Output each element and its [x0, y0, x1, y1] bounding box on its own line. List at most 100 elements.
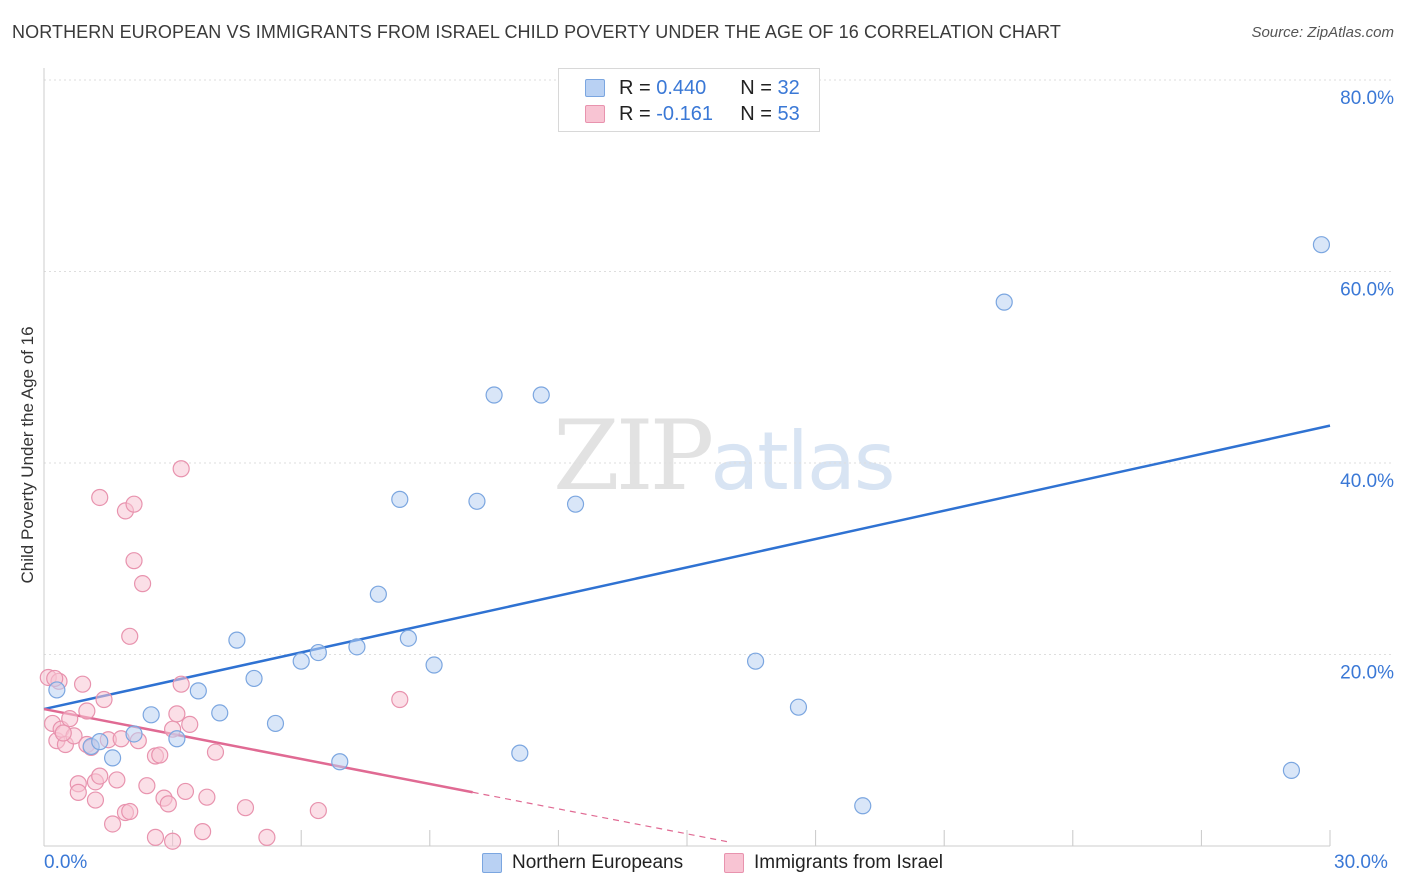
northern-europeans-point [566, 495, 585, 513]
legend-n-label: N = [740, 76, 778, 99]
legend-swatch-blue [585, 79, 605, 97]
immigrants-israel-point [146, 828, 165, 846]
immigrants-israel-point [86, 791, 105, 809]
bottom-legend-northern-europeans: Northern Europeans [482, 852, 683, 874]
immigrants-israel-point [61, 710, 79, 728]
legend-n-label: N = [740, 102, 778, 125]
immigrants-israel-point [69, 783, 87, 801]
trend-line-immigrants-israel-dashed [472, 791, 730, 843]
northern-europeans-point [854, 797, 872, 815]
immigrants-israel-point [198, 788, 216, 806]
bottom-legend-label: Northern Europeans [512, 852, 684, 873]
northern-europeans-point [189, 682, 207, 700]
northern-europeans-point [125, 725, 143, 743]
gridlines [44, 79, 1394, 655]
immigrants-israel-point [138, 777, 156, 795]
immigrants-israel-point [391, 690, 409, 709]
legend-r-value: -0.161 [656, 102, 713, 125]
legend-r-label: R = [619, 76, 657, 99]
northern-europeans-point [245, 669, 263, 688]
northern-europeans-point [511, 744, 529, 762]
northern-europeans-point [348, 638, 366, 656]
x-tick-label-min: 0.0% [44, 852, 88, 873]
immigrants-israel-point [236, 799, 255, 817]
immigrants-israel-point [159, 795, 177, 813]
y-axis-label: Child Poverty Under the Age of 16 [18, 326, 37, 584]
y-tick-label: 20.0% [1340, 663, 1394, 684]
legend-n-value: 53 [777, 102, 800, 125]
northern-europeans-point [168, 730, 186, 748]
axes [43, 68, 1331, 847]
northern-europeans-point [468, 492, 486, 510]
northern-europeans-point [746, 652, 765, 670]
watermark: ZIPatlas [553, 400, 896, 512]
immigrants-israel-point [309, 801, 327, 820]
chart-title: NORTHERN EUROPEAN VS IMMIGRANTS FROM ISR… [12, 22, 1062, 42]
immigrants-israel-point [125, 495, 143, 513]
immigrants-israel-point [73, 675, 92, 693]
northern-europeans-point [399, 629, 417, 647]
bottom-legend-swatch-blue [482, 853, 502, 873]
y-tick-label: 80.0% [1340, 88, 1394, 109]
immigrants-israel-point [151, 746, 169, 764]
immigrants-israel-point [164, 832, 182, 850]
northern-europeans-point [1312, 236, 1331, 254]
northern-europeans-point [485, 386, 503, 404]
immigrants-israel-point [103, 815, 122, 833]
bottom-legend-swatch-pink [724, 853, 744, 873]
northern-europeans-point [48, 681, 66, 699]
northern-europeans-point [1282, 761, 1301, 779]
immigrants-israel-point [91, 488, 109, 507]
trend-lines [43, 424, 1331, 843]
immigrants-israel-point [108, 771, 126, 789]
legend-r-value: 0.440 [656, 76, 707, 99]
source-credit: Source: ZipAtlas.com [1251, 24, 1394, 41]
immigrants-israel-point [258, 828, 276, 846]
trend-line-immigrants-israel [43, 707, 473, 794]
trend-line-northern-europeans [43, 424, 1331, 711]
legend-n-value: 32 [777, 76, 800, 99]
bottom-legend-label: Immigrants from Israel [754, 852, 943, 873]
immigrants-israel-point [91, 767, 109, 785]
watermark-zip: ZIP [553, 400, 714, 512]
y-tick-labels: 20.0% 40.0% 60.0% 80.0% [1340, 88, 1394, 684]
northern-europeans-point [211, 704, 229, 722]
immigrants-israel-point [95, 690, 113, 709]
immigrants-israel-point [54, 724, 72, 742]
northern-europeans-point [266, 714, 285, 733]
legend-row-northern-europeans: R = 0.440 N = 32 [585, 77, 800, 99]
immigrants-israel-point [121, 627, 139, 645]
northern-europeans-point [142, 706, 160, 724]
immigrants-israel-point [125, 552, 143, 570]
northern-europeans-point [292, 652, 310, 670]
immigrants-israel-point [176, 782, 195, 801]
northern-europeans-point [103, 749, 122, 767]
legend-r-label: R = [619, 102, 657, 125]
data-points [39, 100, 1331, 850]
northern-europeans-point [91, 733, 109, 751]
immigrants-israel-point [121, 802, 139, 821]
immigrants-israel-point [168, 705, 186, 723]
y-tick-label: 40.0% [1340, 471, 1394, 492]
x-tick-label-max: 30.0% [1334, 852, 1388, 873]
northern-europeans-point [309, 643, 327, 662]
northern-europeans-point [532, 386, 550, 404]
northern-europeans-point [228, 631, 246, 649]
legend-row-immigrants-israel: R = -0.161 N = 53 [585, 103, 800, 125]
northern-europeans-point [995, 293, 1013, 311]
northern-europeans-point [391, 490, 409, 508]
immigrants-israel-point [172, 675, 190, 693]
correlation-legend: R = 0.440 N = 32 R = -0.161 N = 53 [558, 68, 820, 132]
northern-europeans-point [369, 585, 387, 603]
immigrants-israel-point [133, 575, 152, 593]
immigrants-israel-point [206, 743, 225, 761]
northern-europeans-point [425, 656, 443, 674]
y-tick-label: 60.0% [1340, 280, 1394, 301]
immigrants-israel-point [181, 715, 199, 733]
bottom-legend-immigrants-israel: Immigrants from Israel [724, 852, 943, 874]
immigrants-israel-point [78, 702, 96, 720]
watermark-atlas: atlas [710, 415, 895, 508]
immigrants-israel-point [172, 460, 190, 478]
northern-europeans-point [331, 753, 349, 771]
